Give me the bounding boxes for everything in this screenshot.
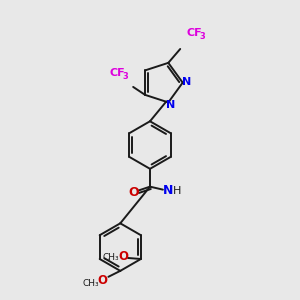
Text: CH₃: CH₃ <box>82 279 99 288</box>
Text: O: O <box>129 186 140 199</box>
Text: O: O <box>98 274 107 287</box>
Text: CF: CF <box>186 28 202 38</box>
Text: H: H <box>172 186 181 196</box>
Text: N: N <box>166 100 175 110</box>
Text: CH₃: CH₃ <box>103 253 119 262</box>
Text: N: N <box>182 76 191 87</box>
Text: 3: 3 <box>122 71 128 80</box>
Text: N: N <box>163 184 173 197</box>
Text: 3: 3 <box>199 32 205 40</box>
Text: O: O <box>118 250 128 262</box>
Text: CF: CF <box>110 68 125 78</box>
